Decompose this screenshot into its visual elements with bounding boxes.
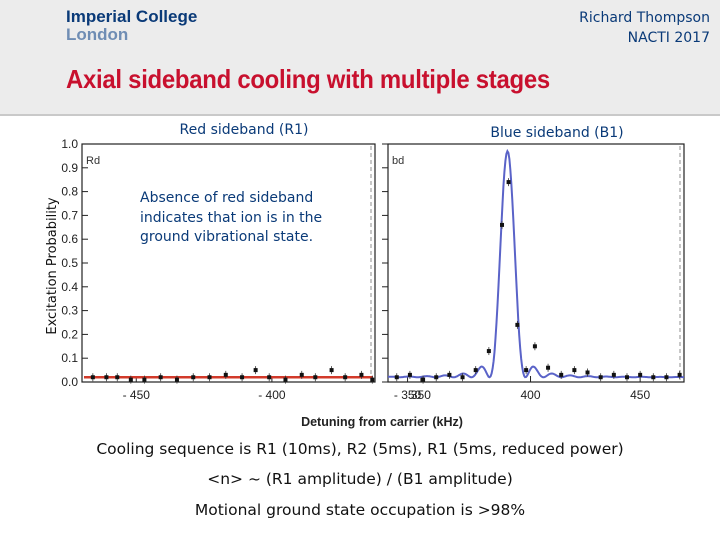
y-tick-label: 0.8 — [61, 185, 78, 199]
spectrum-plot: - 450 - 400 - 350 Rd 350 400 450 bd 0.0 0.1 0.2 0.3… — [45, 122, 685, 429]
y-tick-label: 0.6 — [61, 232, 78, 246]
slide-header: Imperial College London Richard Thompson… — [0, 0, 720, 116]
author-block: Richard Thompson NACTI 2017 — [579, 8, 710, 48]
red-sideband-point — [207, 375, 212, 380]
blue-sideband-point — [434, 375, 439, 380]
x-tick-label: 450 — [630, 388, 650, 402]
red-sideband-point — [329, 368, 334, 373]
red-sideband-point — [267, 375, 272, 380]
imperial-logo: Imperial College London — [66, 8, 197, 44]
blue-sideband-point — [421, 377, 426, 382]
blue-sideband-point — [506, 180, 511, 185]
red-sideband-point — [115, 375, 120, 380]
slide-title: Axial sideband cooling with multiple sta… — [66, 64, 550, 94]
x-tick-label: - 400 — [258, 388, 286, 402]
blue-sideband-point — [546, 365, 551, 370]
red-sideband-point — [370, 377, 375, 382]
logo-line-1: Imperial College — [66, 7, 198, 26]
author-name: Richard Thompson — [579, 10, 710, 26]
red-sideband-point — [104, 375, 109, 380]
red-sideband-point — [299, 372, 304, 377]
red-sideband-point — [90, 375, 95, 380]
red-sideband-point — [158, 375, 163, 380]
blue-sideband-point — [524, 368, 529, 373]
blue-sideband-point — [532, 344, 537, 349]
blue-sideband-point — [447, 372, 452, 377]
blue-sideband-point — [394, 375, 399, 380]
red-sideband-point — [128, 377, 133, 382]
panel-tag: Rd — [86, 155, 100, 167]
x-tick-label: 400 — [521, 388, 541, 402]
blue-sideband-point — [486, 349, 491, 354]
red-sideband-point — [240, 375, 245, 380]
red-sideband-point — [142, 377, 147, 382]
caption-cooling-sequence: Cooling sequence is R1 (10ms), R2 (5ms),… — [96, 440, 624, 458]
blue-sideband-point — [611, 372, 616, 377]
red-sideband-point — [343, 375, 348, 380]
y-tick-label: 0.7 — [61, 208, 78, 222]
red-sideband-point — [191, 375, 196, 380]
red-sideband-point — [283, 377, 288, 382]
caption-mean-n: <n> ~ (R1 amplitude) / (B1 amplitude) — [207, 470, 513, 488]
x-tick-label: - 450 — [123, 388, 151, 402]
blue-sideband-point — [624, 375, 629, 380]
event-name: NACTI 2017 — [627, 30, 710, 46]
blue-sideband-point — [473, 368, 478, 373]
y-tick-label: 0.3 — [61, 304, 78, 318]
panel-frame — [81, 143, 376, 383]
blue-sideband-point — [664, 375, 669, 380]
annotation-text: Absence of red sideband indicates that i… — [140, 190, 323, 245]
red-sideband-point — [313, 375, 318, 380]
y-tick-label: 0.2 — [61, 327, 78, 341]
x-tick-label: - 350 — [394, 388, 422, 402]
red-sideband-title: Red sideband (R1) — [180, 122, 309, 138]
red-sideband-point — [359, 372, 364, 377]
y-tick-label: 0.1 — [61, 351, 78, 365]
y-tick-label: 1.0 — [61, 137, 78, 151]
panel-tag: bd — [392, 155, 404, 167]
blue-sideband-point — [598, 375, 603, 380]
y-tick-label: 0.5 — [61, 256, 78, 270]
y-tick-label: 0.0 — [61, 375, 78, 389]
blue-sideband-point — [515, 322, 520, 327]
blue-sideband-fit — [388, 148, 685, 379]
blue-sideband-point — [460, 375, 465, 380]
x-axis-label: Detuning from carrier (kHz) — [301, 415, 463, 429]
blue-sideband-point — [500, 222, 505, 227]
blue-sideband-point — [677, 372, 682, 377]
y-axis-label: Excitation Probability — [45, 197, 60, 335]
red-sideband-point — [174, 377, 179, 382]
blue-sideband-title: Blue sideband (B1) — [490, 125, 623, 141]
blue-sideband-point — [407, 372, 412, 377]
blue-sideband-point — [585, 370, 590, 375]
blue-sideband-point — [638, 372, 643, 377]
blue-sideband-point — [572, 368, 577, 373]
y-tick-label: 0.9 — [61, 161, 78, 175]
x-tick-label: 350 — [411, 388, 431, 402]
red-sideband-point — [253, 368, 258, 373]
red-sideband-point — [223, 372, 228, 377]
y-tick-label: 0.4 — [61, 280, 78, 294]
logo-line-2: London — [66, 25, 129, 44]
blue-sideband-point — [559, 372, 564, 377]
blue-sideband-point — [651, 375, 656, 380]
caption-ground-state: Motional ground state occupation is >98% — [194, 501, 526, 519]
